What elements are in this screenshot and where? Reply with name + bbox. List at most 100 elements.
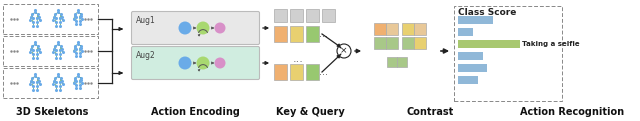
Bar <box>458 76 477 84</box>
Point <box>68 18 79 20</box>
Point <box>53 43 63 45</box>
Point <box>33 77 43 79</box>
Bar <box>290 9 303 22</box>
Point <box>28 17 38 19</box>
Point <box>73 72 83 74</box>
Text: Action Encoding: Action Encoding <box>150 107 239 117</box>
Bar <box>274 64 287 80</box>
Circle shape <box>214 23 225 34</box>
Ellipse shape <box>386 14 430 58</box>
Text: Aug1: Aug1 <box>136 16 156 25</box>
Point <box>28 85 38 87</box>
Bar <box>3 4 98 34</box>
Point <box>76 45 86 47</box>
Point <box>53 11 63 13</box>
Text: ×: × <box>340 46 348 56</box>
Point <box>77 50 88 52</box>
Point <box>75 87 85 89</box>
Point <box>75 52 85 53</box>
Bar <box>402 37 414 49</box>
Point <box>34 48 44 50</box>
Point <box>51 89 61 91</box>
Point <box>35 51 45 53</box>
Point <box>49 16 60 18</box>
Text: Key & Query: Key & Query <box>276 107 344 117</box>
Bar <box>414 37 426 49</box>
Point <box>68 82 79 84</box>
Bar <box>387 57 397 67</box>
Point <box>71 23 81 25</box>
Point <box>32 89 42 91</box>
Point <box>32 25 42 27</box>
Point <box>30 41 40 42</box>
Point <box>28 53 38 55</box>
Point <box>50 77 60 79</box>
Point <box>28 25 38 27</box>
Point <box>53 72 63 74</box>
Point <box>56 45 66 47</box>
Ellipse shape <box>364 14 408 58</box>
Point <box>73 41 83 42</box>
Point <box>32 57 42 59</box>
Point <box>73 11 83 13</box>
Point <box>30 75 40 77</box>
Bar <box>458 64 488 72</box>
Text: ...: ... <box>319 67 328 77</box>
Point <box>55 81 65 83</box>
Point <box>71 87 81 89</box>
Point <box>75 23 85 25</box>
Bar <box>458 52 483 60</box>
Bar <box>454 6 562 101</box>
Point <box>55 85 65 87</box>
Point <box>70 45 81 47</box>
Point <box>75 48 85 50</box>
Bar <box>3 68 98 98</box>
Point <box>53 41 63 42</box>
Point <box>55 89 65 91</box>
Bar <box>402 23 414 35</box>
Point <box>56 13 66 15</box>
Point <box>26 80 36 82</box>
Point <box>75 16 85 18</box>
Point <box>30 43 40 45</box>
Point <box>71 84 81 86</box>
Point <box>75 20 85 22</box>
Bar <box>290 64 303 80</box>
Point <box>30 9 40 11</box>
Point <box>53 75 63 77</box>
Point <box>51 53 61 55</box>
Circle shape <box>214 57 225 68</box>
Bar <box>386 37 398 49</box>
Point <box>55 17 65 19</box>
Point <box>57 16 67 18</box>
Bar <box>386 23 398 35</box>
FancyBboxPatch shape <box>131 46 259 79</box>
Point <box>76 79 86 81</box>
Point <box>76 15 86 17</box>
Point <box>71 48 81 50</box>
Point <box>30 72 40 74</box>
Point <box>50 45 60 47</box>
Point <box>71 20 81 22</box>
Bar <box>458 28 474 36</box>
Point <box>28 21 38 23</box>
Point <box>77 82 88 84</box>
Point <box>75 55 85 57</box>
Point <box>51 17 61 19</box>
Bar <box>306 64 319 80</box>
Text: Class Score: Class Score <box>458 8 516 17</box>
Point <box>32 85 42 87</box>
Point <box>35 83 45 85</box>
Point <box>28 89 38 91</box>
Text: Contrast: Contrast <box>406 107 454 117</box>
Point <box>25 83 35 85</box>
FancyBboxPatch shape <box>131 11 259 45</box>
Bar <box>374 37 386 49</box>
Point <box>27 77 37 79</box>
Circle shape <box>196 22 209 34</box>
Point <box>70 77 81 79</box>
Point <box>56 77 66 79</box>
Point <box>71 52 81 53</box>
Point <box>26 16 36 18</box>
Point <box>71 80 81 82</box>
